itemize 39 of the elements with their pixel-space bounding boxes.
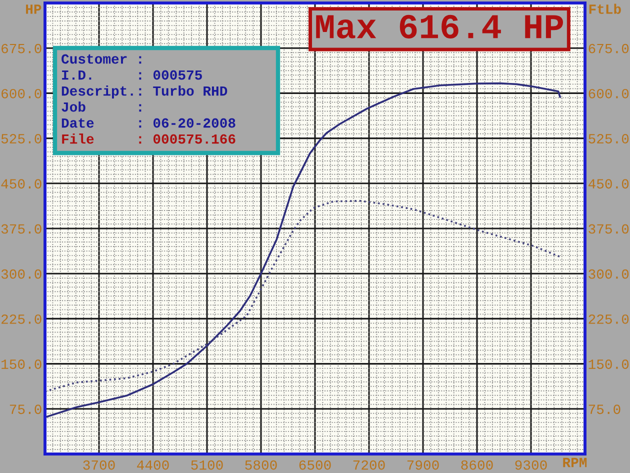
annotation: I.D. : 000575 bbox=[62, 70, 202, 80]
annotation: Customer : bbox=[62, 54, 142, 64]
y2-tick-label: 600.0 bbox=[588, 88, 629, 98]
x-tick-label: 7900 bbox=[407, 460, 439, 470]
annotation: Job : bbox=[62, 102, 142, 112]
y-tick-label: 525.0 bbox=[1, 134, 42, 144]
y-tick-label: 150.0 bbox=[2, 360, 42, 369]
y2-tick-label: 525.0 bbox=[588, 134, 629, 144]
x-axis-title: RPM bbox=[563, 458, 587, 468]
y2-tick-label: 75.0 bbox=[588, 404, 620, 414]
y2-tick-label: 375.0 bbox=[588, 224, 629, 234]
x-tick-label: 4400 bbox=[137, 460, 169, 470]
annotation: Date : 06-20-2008 bbox=[62, 118, 236, 128]
x-tick-label: 8600 bbox=[461, 460, 493, 470]
x-tick-label: 6500 bbox=[299, 460, 331, 470]
y2-tick-label: 675.0 bbox=[588, 44, 629, 54]
y-axis-title: HP bbox=[26, 4, 42, 14]
y-tick-label: 225.0 bbox=[2, 314, 42, 324]
x-tick-label: 3700 bbox=[83, 460, 115, 470]
y-tick-label: 375.0 bbox=[1, 224, 42, 234]
line-series bbox=[45, 200, 561, 392]
annotation: Descript.: Turbo RHD bbox=[62, 86, 228, 98]
y2-tick-label: 450.0 bbox=[588, 179, 629, 189]
annotation: File : 000575.166 bbox=[62, 134, 236, 144]
x-tick-label: 9300 bbox=[515, 460, 547, 470]
y-tick-label: 450.0 bbox=[1, 179, 42, 189]
y-tick-label: 675.0 bbox=[2, 44, 42, 54]
y-tick-label: 300.0 bbox=[1, 269, 42, 279]
annotation: Max 616.4 HP bbox=[316, 14, 564, 38]
y2-tick-label: 225.0 bbox=[588, 314, 629, 324]
line-series bbox=[45, 82, 561, 418]
x-tick-label: 5800 bbox=[245, 460, 277, 470]
y2-tick-label: 300.0 bbox=[588, 269, 629, 279]
x-tick-label: 7200 bbox=[353, 460, 385, 470]
x-tick-label: 5100 bbox=[191, 460, 223, 470]
y-tick-label: 75.0 bbox=[10, 404, 42, 414]
y2-axis-title: FtLb bbox=[589, 4, 621, 14]
y-tick-label: 600.0 bbox=[2, 88, 42, 98]
y2-tick-label: 150.0 bbox=[588, 360, 629, 369]
